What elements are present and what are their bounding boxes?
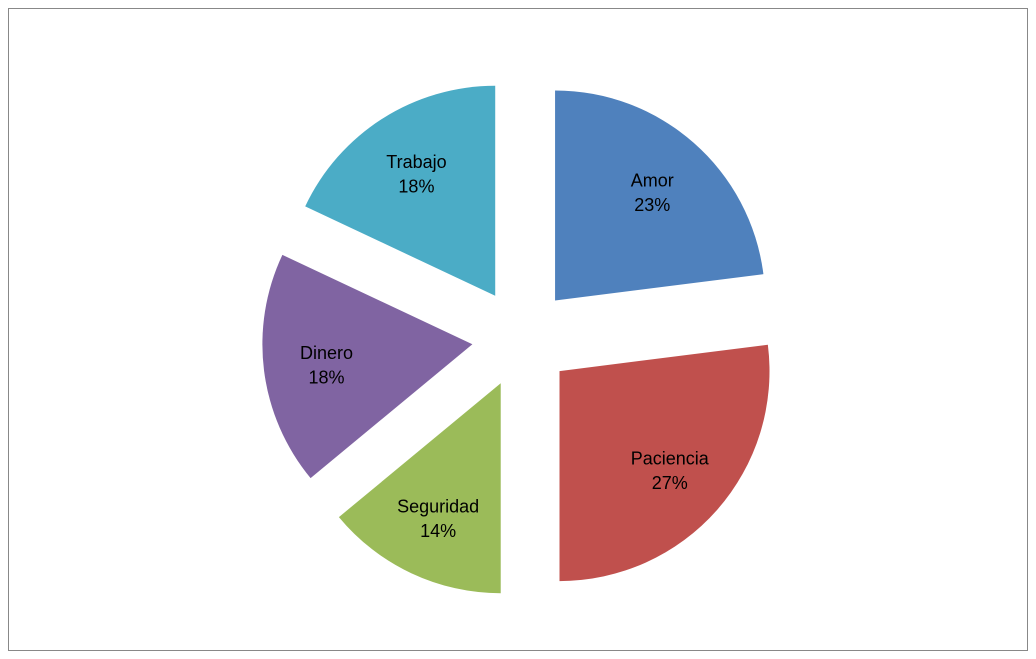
pie-slice bbox=[555, 90, 764, 301]
data-label: Paciencia 27% bbox=[631, 449, 710, 493]
chart-border bbox=[8, 8, 1028, 651]
pie-slice bbox=[559, 344, 770, 582]
label-value: 18% bbox=[309, 367, 345, 387]
label-value: 23% bbox=[634, 195, 670, 215]
label-value: 27% bbox=[652, 473, 688, 493]
data-label: Seguridad 14% bbox=[397, 497, 479, 541]
label-category: Seguridad bbox=[397, 497, 479, 517]
data-label: Dinero 18% bbox=[300, 343, 353, 387]
label-value: 14% bbox=[420, 521, 456, 541]
label-category: Amor bbox=[631, 171, 674, 191]
pie-slice bbox=[305, 85, 496, 296]
data-label: Trabajo 18% bbox=[386, 152, 446, 196]
label-category: Paciencia bbox=[631, 449, 710, 469]
label-category: Dinero bbox=[300, 343, 353, 363]
label-category: Trabajo bbox=[386, 152, 446, 172]
pie-slice bbox=[262, 254, 473, 479]
data-label: Amor 23% bbox=[631, 171, 674, 215]
label-value: 18% bbox=[398, 176, 434, 196]
pie-slice bbox=[338, 383, 501, 594]
